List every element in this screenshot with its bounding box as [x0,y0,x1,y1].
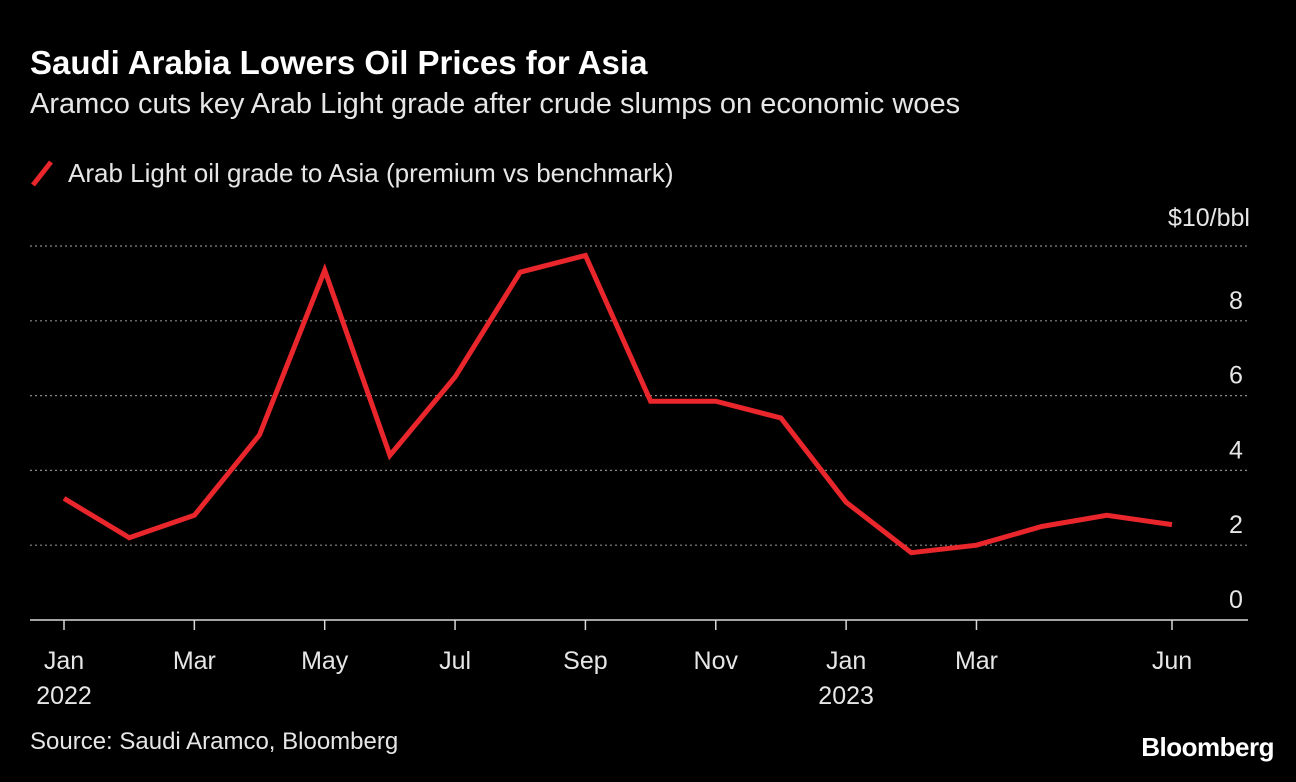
chart-subtitle: Aramco cuts key Arab Light grade after c… [30,88,961,120]
y-tick-label: 8 [1229,287,1243,315]
y-tick-label: 6 [1229,362,1243,390]
source-note: Source: Saudi Aramco, Bloomberg [30,728,399,755]
x-tick-label: Sep [563,647,607,675]
y-tick-label: 4 [1229,436,1243,464]
y-unit-label: $10/bbl [1168,204,1250,232]
x-tick-label: Mar [955,647,998,675]
x-tick-year-label: 2022 [36,682,92,710]
legend: Arab Light oil grade to Asia (premium vs… [30,156,674,190]
legend-swatch-icon [31,160,53,187]
legend-label: Arab Light oil grade to Asia (premium vs… [68,157,674,188]
chart-title: Saudi Arabia Lowers Oil Prices for Asia [30,44,648,81]
bloomberg-logo: Bloomberg [1141,732,1274,762]
x-tick-label: Mar [173,647,216,675]
x-tick-label: Jan [44,647,84,675]
x-tick-label: Nov [694,647,739,675]
y-tick-label: 0 [1229,586,1243,614]
y-tick-label: 2 [1229,511,1243,539]
x-tick-label: Jun [1152,647,1192,675]
series-line [62,252,1173,556]
x-tick-year-label: 2023 [818,682,874,710]
x-tick-label: May [301,647,349,675]
x-tick-label: Jul [439,647,471,675]
x-tick-label: Jan [826,647,866,675]
